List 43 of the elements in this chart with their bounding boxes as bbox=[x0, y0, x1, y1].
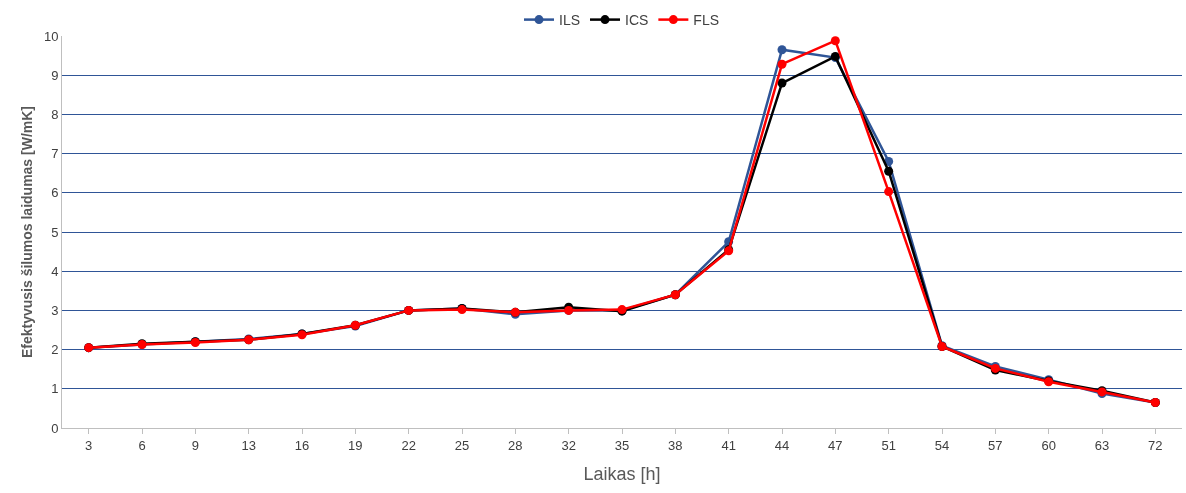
x-tick-label: 32 bbox=[561, 437, 576, 453]
x-tick-label: 38 bbox=[668, 437, 683, 453]
y-tick-label: 10 bbox=[43, 28, 59, 44]
x-tick-label: 9 bbox=[191, 437, 199, 453]
x-tick-label: 16 bbox=[294, 437, 310, 453]
point bbox=[777, 59, 787, 69]
y-tick-label: 9 bbox=[51, 67, 59, 83]
y-tick-label: 1 bbox=[51, 381, 59, 397]
point bbox=[884, 166, 894, 176]
y-tick-label: 7 bbox=[51, 146, 59, 162]
y-tick-label: 0 bbox=[51, 420, 59, 436]
x-tick-label: 54 bbox=[934, 437, 950, 453]
y-tick-label: 5 bbox=[51, 224, 59, 240]
y-tick-label: 6 bbox=[51, 185, 59, 201]
x-tick-label: 72 bbox=[1148, 437, 1163, 453]
x-tick-label: 19 bbox=[348, 437, 363, 453]
x-tick-label: 41 bbox=[721, 437, 736, 453]
y-tick-label: 3 bbox=[51, 302, 59, 318]
x-tick-label: 25 bbox=[454, 437, 470, 453]
x-axis-title: Laikas [h] bbox=[583, 463, 661, 484]
legend-label: ILS bbox=[559, 12, 581, 29]
x-tick-label: 44 bbox=[774, 437, 790, 453]
x-tick-label: 3 bbox=[85, 437, 93, 453]
x-tick-label: 57 bbox=[988, 437, 1003, 453]
legend-label: ICS bbox=[625, 12, 649, 29]
point bbox=[830, 36, 840, 46]
point bbox=[777, 78, 787, 88]
point bbox=[777, 45, 787, 55]
point bbox=[884, 187, 894, 197]
x-tick-label: 28 bbox=[508, 437, 523, 453]
y-tick-label: 8 bbox=[51, 106, 59, 122]
legend-label: FLS bbox=[693, 12, 720, 29]
x-tick-label: 51 bbox=[881, 437, 896, 453]
x-tick-label: 60 bbox=[1041, 437, 1056, 453]
y-tick-label: 2 bbox=[51, 342, 59, 358]
x-tick-label: 63 bbox=[1094, 437, 1110, 453]
x-tick-label: 22 bbox=[401, 437, 416, 453]
y-tick-label: 4 bbox=[51, 263, 59, 279]
x-tick-label: 35 bbox=[614, 437, 630, 453]
x-tick-label: 6 bbox=[138, 437, 146, 453]
x-tick-label: 13 bbox=[241, 437, 256, 453]
y-axis-title: Efektyvusis šilumos laidumas [W/mK] bbox=[18, 105, 35, 359]
x-tick-label: 47 bbox=[828, 437, 843, 453]
